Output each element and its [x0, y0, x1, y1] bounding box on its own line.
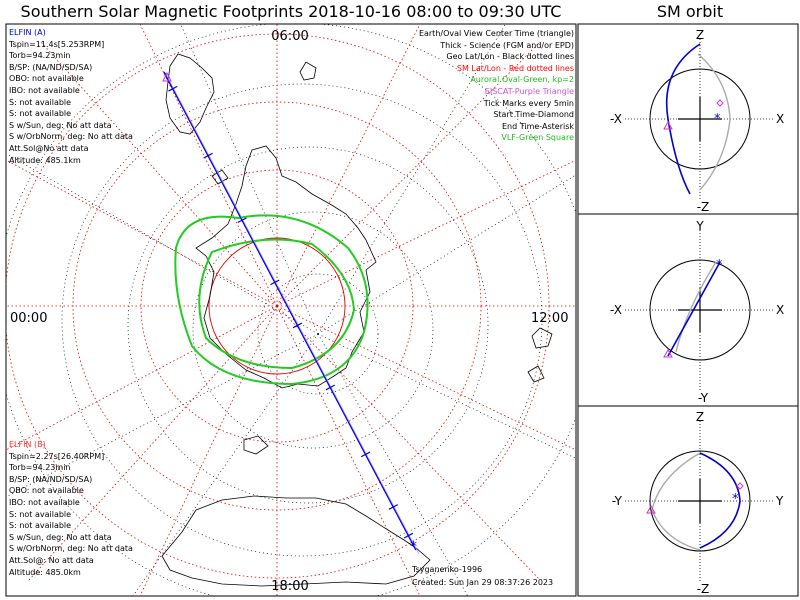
track-tick-4 [270, 279, 280, 286]
probe-b-line-1: Tspin=2.27s[26.40RPM] [9, 451, 105, 461]
orbit-path [699, 452, 741, 549]
probe-b-name: ELFIN (B) [9, 440, 46, 449]
track-tick-8 [388, 504, 399, 510]
probe-a-line-11: Altitude: 485.1km [9, 155, 81, 165]
legend: Earth/Oval View Center Time (triangle) T… [419, 28, 574, 144]
probe-a-line-9: S w/OrbNorm, deg: No att data [9, 132, 133, 142]
axis-label-top: Z [696, 28, 704, 42]
orbit-end-asterisk: * [732, 492, 739, 507]
legend-item-eiscat: EISCAT-Purple Triangle [484, 86, 574, 96]
probe-a-name: ELFIN (A) [9, 28, 46, 37]
probe-a-info: ELFIN (A) Tspin=11.4s[5.253RPM] Torb=94.… [9, 27, 133, 166]
legend-item-vlf: VLF-Green Square [501, 133, 574, 143]
track-tick-3 [237, 217, 247, 224]
orbit-back-path [697, 53, 731, 191]
probe-b-line-11: Altitude: 485.0km [9, 567, 81, 577]
probe-b-line-7: S: not available [9, 521, 72, 531]
probe-b-line-4: OBO: not available [9, 486, 84, 496]
sm-grid [6, 24, 576, 596]
mlt-label-left: 00:00 [10, 311, 47, 326]
orbit-start-triangle [663, 348, 673, 358]
axis-label-top: Z [696, 410, 704, 424]
orbit-path [665, 43, 701, 195]
probe-b-line-2: Torb=94.23min [9, 463, 71, 473]
axis-label-right: X [776, 303, 784, 317]
probe-a-line-1: Tspin=11.4s[5.253RPM] [9, 39, 105, 49]
credit-model: Tsyganenko-1996 [412, 565, 483, 574]
geo-grid [6, 24, 576, 596]
track-tick-2 [203, 152, 213, 159]
orbit-panel-title: SM orbit [656, 2, 724, 21]
axis-label-left: -Y [612, 494, 623, 508]
page-title: Southern Solar Magnetic Footprints 2018-… [20, 2, 562, 21]
orbit-back-path [651, 452, 701, 551]
orbit-start-diamond [736, 482, 744, 490]
probe-b-line-10: Att.Sol@: No att data [9, 555, 94, 565]
track-tick-1 [168, 85, 178, 92]
orbit-panel-xz: * Z -Z -X X [610, 28, 784, 214]
probe-a-line-2: Torb=94.23min [9, 51, 71, 61]
orbit-back-path [675, 261, 717, 353]
axis-label-top: Y [695, 219, 704, 233]
track-tick-6 [325, 384, 336, 391]
mlt-label-bottom: 18:00 [271, 579, 308, 594]
probe-b-line-8: S w/Sun, deg: No att data [9, 532, 112, 542]
axis-label-right: Y [775, 494, 784, 508]
credit-created: Created: Sun Jan 29 08:37:26 2023 [412, 578, 554, 587]
orbit-panel-yz: * Z -Z -Y Y [612, 410, 784, 596]
orbit-panel-xy: * Y -Y -X X [610, 219, 784, 405]
legend-item-science: Thick - Science (FGM and/or EPD) [440, 40, 574, 50]
probe-b-line-9: S w/OrbNorm, deg: No att data [9, 544, 133, 554]
probe-b-info: ELFIN (B) Tspin=2.27s[26.40RPM] Torb=94.… [9, 439, 133, 578]
legend-item-geo-grid: Geo Lat/Lon - Black dotted lines [446, 52, 574, 62]
orbit-path [667, 261, 721, 357]
probe-a-line-6: S: not available [9, 97, 72, 107]
auroral-oval [174, 214, 369, 386]
end-asterisk-marker: * [410, 539, 417, 555]
probe-b-line-3: B/SP: (NA/ND/SD/SA) [9, 474, 93, 484]
probe-b-line-5: IBO: not available [9, 497, 80, 507]
probe-a-line-5: IBO: not available [9, 85, 80, 95]
legend-item-start-time: Start Time-Diamond [493, 110, 574, 120]
orbit-frames [577, 23, 799, 597]
probe-a-line-10: Att.Sol@No att data [9, 143, 89, 153]
orbit-end-asterisk: * [714, 112, 721, 127]
probe-b-line-6: S: not available [9, 509, 72, 519]
axis-label-bottom: -Z [697, 200, 710, 214]
orbit-end-asterisk: * [716, 258, 723, 273]
start-triangle-marker [162, 71, 172, 82]
mlt-label-top: 06:00 [271, 29, 308, 44]
orbit-start-triangle [663, 120, 673, 130]
legend-item-end-time: End Time-Asterisk [501, 121, 574, 131]
probe-a-line-4: OBO: not available [9, 74, 84, 84]
legend-item-sm-grid: SM Lat/Lon - Red dotted lines [456, 63, 574, 73]
coastline [161, 53, 553, 587]
axis-label-right: X [776, 112, 784, 126]
axis-label-left: -X [610, 112, 622, 126]
axis-label-bottom: -Y [698, 391, 709, 405]
track-tick-7 [360, 451, 371, 458]
probe-a-line-8: S w/Sun, deg: No att data [9, 120, 112, 130]
legend-item-center-time: Earth/Oval View Center Time (triangle) [418, 29, 574, 38]
orbit-start-diamond [716, 99, 724, 107]
legend-item-auroral-oval: Auroral Oval-Green, kp=2 [470, 75, 574, 85]
track-tick-9 [403, 532, 414, 539]
probe-a-line-3: B/SP: (NA/ND/SD/SA) [9, 62, 93, 72]
orbit-start-triangle [646, 504, 656, 514]
axis-label-left: -X [610, 303, 622, 317]
mlt-label-right: 12:00 [531, 311, 568, 326]
legend-item-tick-marks: Tick Marks every 5min [483, 98, 574, 108]
track-tick-5 [292, 322, 303, 329]
axis-label-bottom: -Z [697, 582, 710, 596]
probe-a-line-7: S: not available [9, 109, 72, 119]
